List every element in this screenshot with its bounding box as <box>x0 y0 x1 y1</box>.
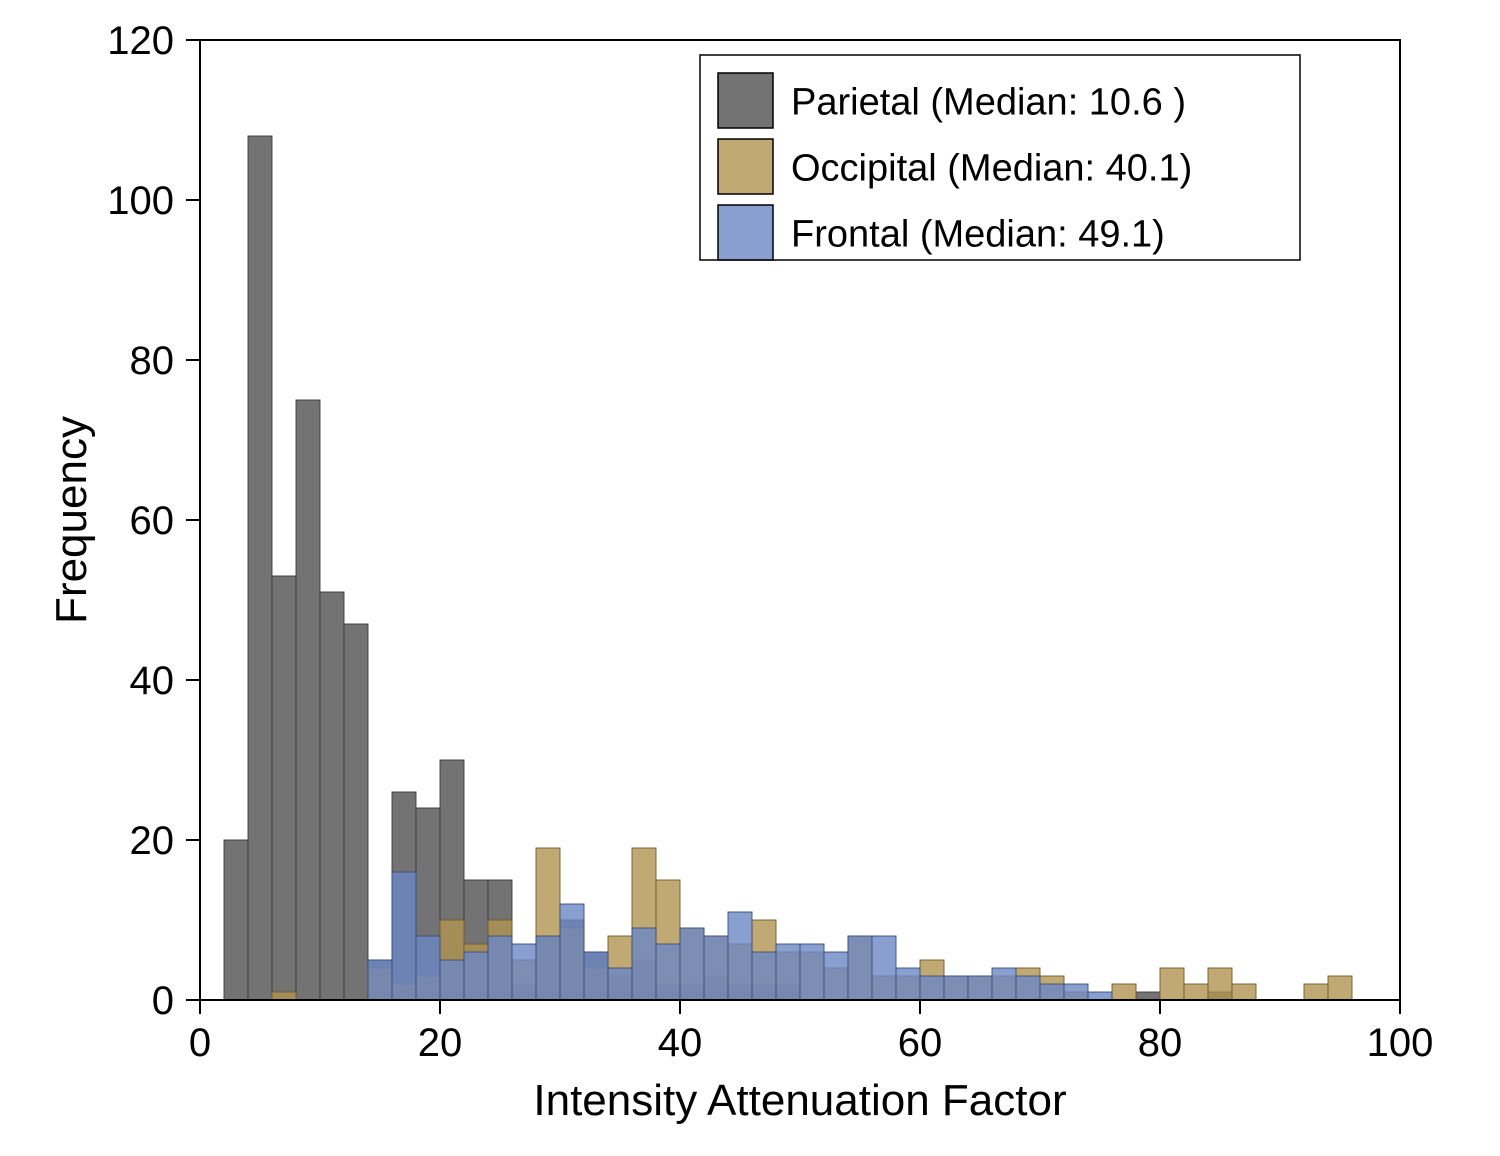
y-axis-label: Frequency <box>47 416 96 624</box>
bar <box>416 936 440 1000</box>
bar <box>1016 976 1040 1000</box>
y-tick-label: 0 <box>152 979 174 1023</box>
bar <box>296 400 320 1000</box>
bar <box>728 912 752 1000</box>
bar <box>1208 968 1232 1000</box>
bar <box>272 576 296 1000</box>
x-tick-label: 60 <box>898 1021 943 1065</box>
legend-label: Frontal (Median: 49.1) <box>791 213 1165 255</box>
legend-label: Parietal (Median: 10.6 ) <box>791 81 1186 123</box>
y-tick-label: 80 <box>130 339 175 383</box>
x-tick-label: 40 <box>658 1021 703 1065</box>
legend-swatch <box>718 73 773 128</box>
x-tick-label: 100 <box>1367 1021 1434 1065</box>
bar <box>344 624 368 1000</box>
bar <box>896 968 920 1000</box>
bar <box>632 928 656 1000</box>
bar <box>464 952 488 1000</box>
bar <box>1064 984 1088 1000</box>
bar <box>920 976 944 1000</box>
bar <box>320 592 344 1000</box>
x-tick-label: 80 <box>1138 1021 1183 1065</box>
legend-swatch <box>718 139 773 194</box>
y-tick-label: 60 <box>130 499 175 543</box>
bar <box>680 928 704 1000</box>
bar <box>752 952 776 1000</box>
bar <box>488 936 512 1000</box>
bar <box>968 976 992 1000</box>
bar <box>512 944 536 1000</box>
bar <box>776 944 800 1000</box>
y-tick-label: 120 <box>107 19 174 63</box>
bar <box>656 944 680 1000</box>
bar <box>824 952 848 1000</box>
bar <box>608 968 632 1000</box>
bar <box>1160 968 1184 1000</box>
y-tick-label: 20 <box>130 819 175 863</box>
chart-svg: 0 20 40 60 80 100 0 20 40 60 80 100 120 Intensity Att… <box>0 0 1500 1156</box>
bar <box>536 936 560 1000</box>
bar <box>944 976 968 1000</box>
bar <box>1232 984 1256 1000</box>
bar <box>584 952 608 1000</box>
y-tick-label: 100 <box>107 179 174 223</box>
bar <box>440 960 464 1000</box>
bar <box>704 936 728 1000</box>
x-axis-label: Intensity Attenuation Factor <box>533 1076 1066 1125</box>
legend: Parietal (Median: 10.6 ) Occipital (Media… <box>700 55 1300 260</box>
legend-swatch <box>718 205 773 260</box>
y-tick-label: 40 <box>130 659 175 703</box>
bar <box>872 936 896 1000</box>
bar <box>1136 992 1160 1000</box>
bar <box>1112 984 1136 1000</box>
bar <box>248 136 272 1000</box>
bar <box>800 944 824 1000</box>
x-tick-label: 20 <box>418 1021 463 1065</box>
bar <box>368 960 392 1000</box>
bar <box>992 968 1016 1000</box>
bar <box>1040 984 1064 1000</box>
bar <box>1184 984 1208 1000</box>
bar <box>848 936 872 1000</box>
histogram-chart: 0 20 40 60 80 100 0 20 40 60 80 100 120 Intensity Att… <box>0 0 1500 1156</box>
bar <box>272 992 296 1000</box>
bar <box>224 840 248 1000</box>
bar <box>560 904 584 1000</box>
bar <box>1088 992 1112 1000</box>
legend-label: Occipital (Median: 40.1) <box>791 147 1192 189</box>
bar <box>1304 984 1328 1000</box>
bar <box>1328 976 1352 1000</box>
x-tick-label: 0 <box>189 1021 211 1065</box>
bar <box>392 872 416 1000</box>
